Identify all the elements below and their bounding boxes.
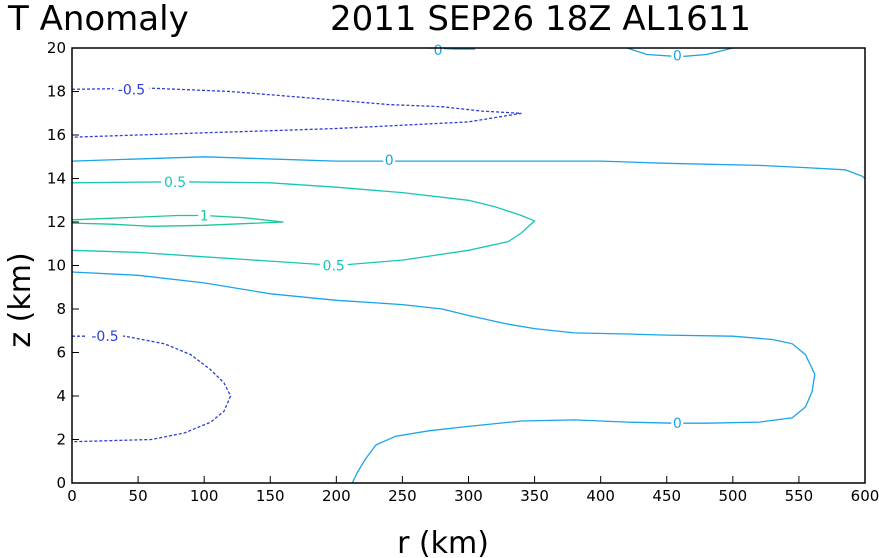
- contour-label: -0.5: [91, 329, 118, 345]
- y-tick-label: 6: [56, 344, 66, 362]
- y-tick-label: 20: [47, 39, 66, 57]
- contour-label-bg: [671, 415, 684, 432]
- x-tick-label: 300: [454, 487, 483, 505]
- x-tick-label: 450: [652, 487, 681, 505]
- x-tick-label: 0: [67, 487, 77, 505]
- y-tick-label: 8: [56, 300, 66, 318]
- chart-title-left: T Anomaly: [7, 0, 189, 39]
- y-axis-label: z (km): [3, 252, 38, 347]
- contour-line-1: [71, 214, 284, 227]
- contour-label-bg: [161, 173, 190, 190]
- y-tick-label: 10: [47, 257, 66, 275]
- contour-label: 0: [673, 416, 682, 432]
- contour-label-bg: [113, 81, 150, 98]
- y-tick-label: 4: [56, 387, 66, 405]
- contour-labels: 0 0 0 0 0.5 0.5 1 -0.5 -0.5: [87, 42, 684, 432]
- y-axis: 0 2 4 6 8 10 12 14 16 18 20: [47, 39, 79, 492]
- contour-line--0.5: [71, 335, 232, 443]
- y-tick-label: 18: [47, 83, 66, 101]
- y-tick-label: 0: [56, 474, 66, 492]
- contour-label-bg: [383, 152, 396, 169]
- x-tick-label: 550: [785, 487, 814, 505]
- contour-label: 0: [385, 153, 394, 169]
- x-tick-label: 200: [322, 487, 351, 505]
- x-tick-label: 150: [256, 487, 285, 505]
- contour-label-bg: [198, 207, 211, 224]
- contour-lines: [71, 47, 866, 484]
- contour-line--0.5: [71, 87, 522, 138]
- contour-label-bg: [319, 257, 348, 274]
- x-tick-label: 500: [719, 487, 748, 505]
- y-tick-label: 16: [47, 126, 66, 144]
- contour-label: 0: [673, 49, 682, 65]
- y-tick-label: 14: [47, 170, 66, 188]
- contour-label-bg: [671, 47, 684, 64]
- contour-label: -0.5: [118, 82, 145, 98]
- x-tick-label: 100: [190, 487, 219, 505]
- y-tick-label: 12: [47, 213, 66, 231]
- contour-label: 0.5: [323, 259, 345, 275]
- x-axis: 0 50 100 150 200 250 300 350 400 450 500 550 600: [67, 476, 879, 505]
- contour-label: 1: [200, 208, 209, 224]
- x-tick-label: 250: [388, 487, 417, 505]
- chart-title-right: 2011 SEP26 18Z AL1611: [330, 0, 751, 39]
- contour-label-bg: [432, 42, 445, 59]
- x-tick-label: 350: [520, 487, 549, 505]
- contour-line-0: [71, 156, 866, 179]
- contour-label-bg: [87, 328, 124, 345]
- contour-line-0.5: [71, 181, 536, 267]
- x-tick-label: 50: [129, 487, 148, 505]
- contour-line-0: [71, 271, 816, 484]
- x-axis-label: r (km): [397, 526, 489, 558]
- x-tick-label: 600: [851, 487, 879, 505]
- y-tick-label: 2: [56, 431, 66, 449]
- contour-label: 0.5: [164, 175, 186, 191]
- x-tick-label: 400: [586, 487, 615, 505]
- plot-frame: [71, 47, 866, 484]
- contour-label: 0: [434, 43, 443, 59]
